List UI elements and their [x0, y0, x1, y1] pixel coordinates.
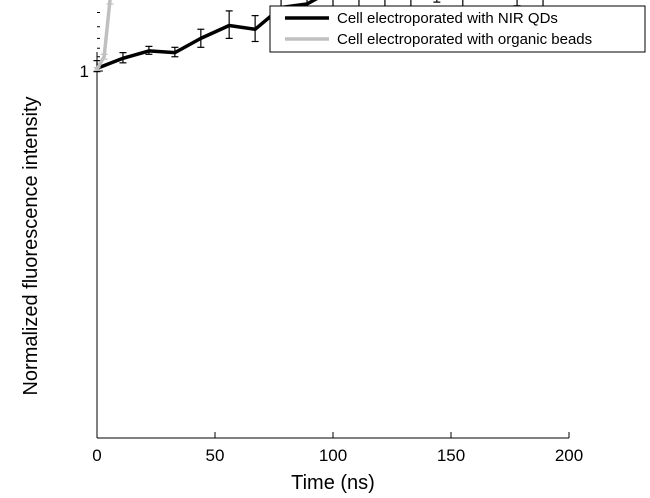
legend-box	[269, 5, 646, 53]
x-tick-label: 150	[437, 446, 465, 465]
series-organic-beads	[93, 0, 114, 71]
axes	[96, 52, 569, 439]
x-tick-label: 200	[555, 446, 583, 465]
x-axis-title: Time (ns)	[291, 472, 375, 494]
legend-label-nir-qds: Cell electroporated with NIR QDs	[337, 10, 558, 27]
y-tick-label: 1	[80, 62, 89, 81]
legend-label-organic-beads: Cell electroporated with organic beads	[337, 31, 592, 48]
axis-ticks: 05010015020010.10.01	[80, 12, 583, 465]
y-axis-title: Normalized fluorescence intensity	[20, 96, 42, 395]
series-line-nir-qds	[95, 0, 318, 71]
x-tick-label: 100	[319, 446, 347, 465]
x-tick-label: 50	[206, 446, 225, 465]
series-line-organic-beads	[95, 0, 112, 71]
x-tick-label: 0	[92, 446, 101, 465]
legend: Cell electroporated with NIR QDs Cell el…	[269, 5, 646, 53]
